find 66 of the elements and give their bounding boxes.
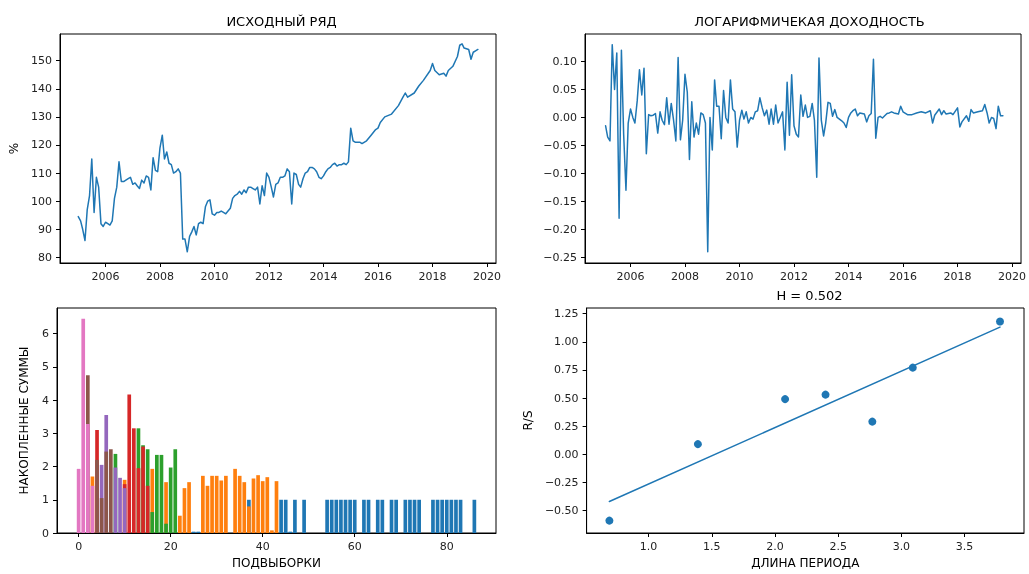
x-tick-label: 2008 bbox=[145, 270, 174, 283]
x-tick-label: 2010 bbox=[725, 270, 754, 283]
y-tick-label: 110 bbox=[31, 166, 52, 180]
y-tick-label: 100 bbox=[31, 194, 52, 208]
y-tick-label: 1 bbox=[42, 493, 49, 507]
x-tick-label: 2012 bbox=[779, 270, 808, 283]
y-tick-label: −0.20 bbox=[543, 222, 577, 236]
y-tick-label: −0.10 bbox=[543, 166, 577, 180]
y-tick-label: 0 bbox=[42, 526, 49, 540]
y-tick-label: 130 bbox=[31, 110, 52, 124]
x-tick-label: 60 bbox=[347, 540, 362, 553]
x-tick-label: 80 bbox=[439, 540, 454, 553]
x-tick-label: 2012 bbox=[254, 270, 283, 283]
y-tick-label: 0.00 bbox=[552, 110, 577, 124]
x-tick-label: 2.5 bbox=[829, 540, 847, 553]
x-tick-label: 2016 bbox=[363, 270, 392, 283]
x-tick-label: 2008 bbox=[670, 270, 699, 283]
x-tick-label: 40 bbox=[255, 540, 270, 553]
x-tick-label: 2006 bbox=[616, 270, 645, 283]
y-tick-label: −0.25 bbox=[544, 475, 579, 489]
y-tick-label: 80 bbox=[38, 250, 52, 264]
y-tick-label: 0.75 bbox=[554, 363, 579, 377]
y-tick-label: 150 bbox=[31, 54, 52, 68]
y-tick-label: −0.50 bbox=[544, 504, 579, 517]
x-tick-label: 2010 bbox=[200, 270, 229, 283]
chart-title: ИСХОДНЫЙ РЯД bbox=[226, 14, 337, 29]
y-tick-label: 0.10 bbox=[552, 54, 577, 68]
y-axis-title: R/S bbox=[521, 410, 535, 431]
y-axis-title: % bbox=[7, 142, 21, 155]
x-tick-label: 20 bbox=[163, 540, 178, 553]
x-tick-label: 2020 bbox=[998, 270, 1026, 283]
chart-title: ЛОГАРИФМИЧЕКАЯ ДОХОДНОСТЬ bbox=[694, 14, 925, 29]
x-tick-label: 2014 bbox=[309, 270, 338, 283]
x-axis-title: ПОДВЫБОРКИ bbox=[231, 556, 322, 570]
y-tick-label: 90 bbox=[38, 222, 52, 236]
x-tick-label: 2.0 bbox=[766, 540, 784, 553]
x-tick-label: 2018 bbox=[943, 270, 972, 283]
y-tick-label: 6 bbox=[42, 327, 49, 341]
y-tick-label: 140 bbox=[31, 82, 52, 96]
y-axis-title: НАКОПЛЕННЫЕ СУММЫ bbox=[17, 346, 31, 495]
x-tick-label: 3.0 bbox=[892, 540, 911, 553]
x-axis-title: ДЛИНА ПЕРИОДА bbox=[751, 556, 861, 570]
chart-title: H = 0.502 bbox=[776, 288, 843, 303]
x-tick-label: 2014 bbox=[834, 270, 863, 283]
y-tick-label: 1.25 bbox=[554, 307, 579, 321]
y-tick-label: 1.00 bbox=[554, 335, 579, 349]
y-tick-label: 120 bbox=[31, 138, 52, 152]
y-tick-label: −0.05 bbox=[543, 138, 577, 152]
y-tick-label: 0.00 bbox=[554, 447, 579, 461]
y-tick-label: −0.25 bbox=[543, 250, 577, 264]
y-tick-label: 0.05 bbox=[552, 82, 577, 96]
x-tick-label: 0 bbox=[75, 540, 83, 553]
x-tick-label: 2006 bbox=[91, 270, 120, 283]
y-tick-label: 0.50 bbox=[554, 391, 579, 405]
x-tick-label: 3.5 bbox=[955, 540, 974, 553]
y-tick-label: 2 bbox=[42, 460, 49, 474]
x-tick-label: 1.5 bbox=[703, 540, 721, 553]
y-tick-label: 3 bbox=[42, 426, 49, 440]
x-tick-label: 2016 bbox=[889, 270, 917, 283]
y-tick-label: 5 bbox=[42, 360, 49, 374]
y-tick-label: 0.25 bbox=[554, 419, 579, 433]
x-tick-label: 1.0 bbox=[639, 540, 658, 553]
y-tick-label: −0.15 bbox=[543, 194, 577, 208]
y-tick-label: 4 bbox=[42, 393, 49, 407]
x-tick-label: 2020 bbox=[472, 270, 501, 283]
x-tick-label: 2018 bbox=[418, 270, 447, 283]
